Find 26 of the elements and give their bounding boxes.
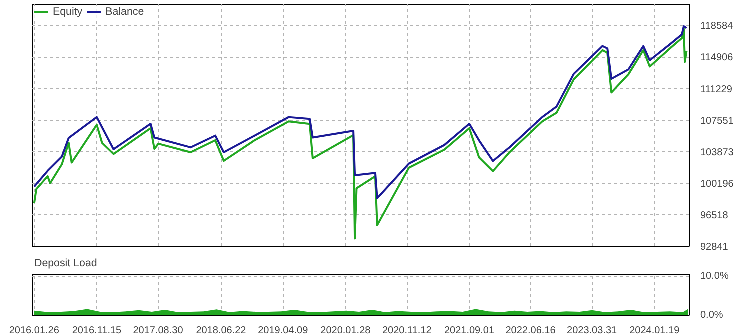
x-tick-label: 2020.01.28	[320, 326, 372, 336]
y-tick-label: 10.0%	[700, 270, 729, 282]
y-tick-label: 96518	[700, 210, 729, 222]
legend-label: Equity	[53, 6, 83, 18]
line-series	[33, 28, 688, 240]
x-tick-label: 2019.04.09	[258, 326, 309, 336]
y-tick-label: 111229	[700, 84, 733, 96]
x-tick-label: 2021.09.01	[444, 326, 495, 336]
legend-label: Balance	[106, 6, 144, 18]
x-tick-label: 2017.08.30	[133, 326, 184, 336]
x-tick-label: 2023.03.31	[567, 326, 618, 336]
x-tick-label: 2020.11.12	[382, 326, 432, 336]
y-tick-label: 118584	[700, 21, 734, 32]
x-tick-label: 2016.01.26	[9, 326, 60, 336]
y-tick-label: 100196	[700, 178, 734, 190]
x-tick-label: 2022.06.16	[506, 326, 556, 336]
y-tick-label: 114906	[700, 52, 734, 64]
x-tick-label: 2018.06.22	[196, 326, 247, 336]
y-tick-label: 107551	[700, 116, 734, 127]
x-tick-label: 2016.11.15	[72, 326, 122, 336]
chart-title: Deposit Load	[34, 258, 98, 270]
line-series	[33, 25, 688, 200]
y-tick-label: 92841	[700, 242, 729, 253]
x-tick-label: 2024.01.19	[630, 326, 680, 336]
y-tick-label: 103873	[700, 147, 734, 158]
y-tick-label: 0.0%	[700, 310, 724, 321]
